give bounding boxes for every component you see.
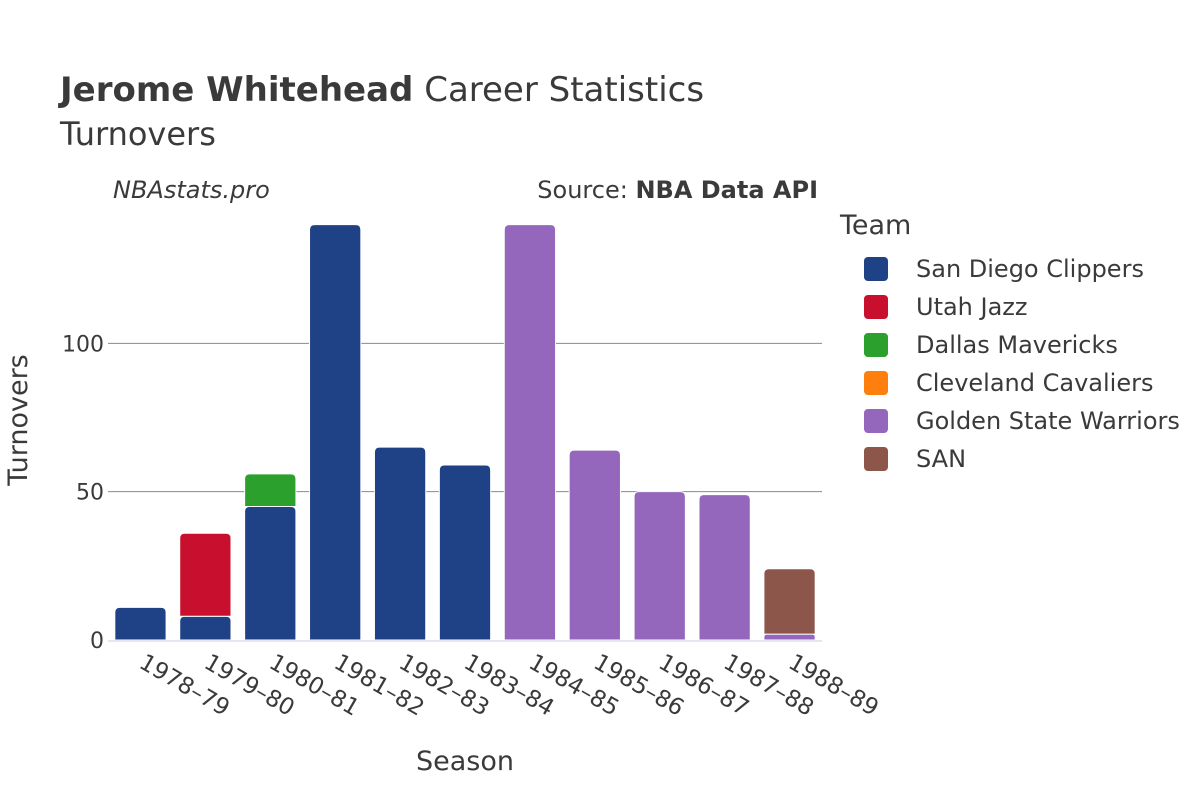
- chart-subtitle: Turnovers: [60, 115, 216, 153]
- bar-segment: [179, 615, 232, 641]
- legend-swatch: [864, 257, 888, 281]
- source-prefix: Source:: [537, 176, 636, 204]
- bar-segment: [114, 606, 167, 641]
- legend-swatch: [864, 371, 888, 395]
- legend-title: Team: [840, 210, 912, 241]
- legend-label: Golden State Warriors: [916, 407, 1180, 435]
- chart-title: Jerome Whitehead Career Statistics: [60, 68, 704, 112]
- y-tick-label: 0: [90, 629, 104, 654]
- y-tick-label: 100: [62, 332, 104, 357]
- bar-segment: [503, 224, 557, 641]
- legend-swatch: [864, 409, 888, 433]
- legend-label: Cleveland Cavaliers: [916, 369, 1154, 397]
- bar-segment: [568, 449, 621, 641]
- legend: San Diego Clippers Utah Jazz Dallas Maveri…: [864, 250, 1180, 478]
- source-name: NBA Data API: [635, 176, 818, 204]
- legend-item[interactable]: Dallas Mavericks: [864, 326, 1180, 364]
- legend-swatch: [864, 447, 888, 471]
- y-axis-title: Turnovers: [3, 354, 34, 487]
- bar-segment: [244, 506, 297, 641]
- source-note: Source: NBA Data API: [537, 176, 818, 204]
- bar-segment: [309, 224, 362, 641]
- bar-segment: [698, 494, 751, 641]
- bar-segment: [244, 473, 297, 507]
- legend-item[interactable]: Golden State Warriors: [864, 402, 1180, 440]
- legend-label: SAN: [916, 445, 967, 473]
- legend-swatch: [864, 295, 888, 319]
- legend-label: Utah Jazz: [916, 293, 1028, 321]
- legend-item[interactable]: Utah Jazz: [864, 288, 1180, 326]
- title-rest: Career Statistics: [413, 70, 705, 110]
- bar-segment: [179, 532, 232, 617]
- y-tick-label: 50: [76, 481, 104, 506]
- bar-segment: [373, 446, 427, 641]
- bar-segment: [438, 464, 492, 641]
- legend-item[interactable]: SAN: [864, 440, 1180, 478]
- legend-label: San Diego Clippers: [916, 255, 1144, 283]
- legend-item[interactable]: San Diego Clippers: [864, 250, 1180, 288]
- legend-item[interactable]: Cleveland Cavaliers: [864, 364, 1180, 402]
- bar-segment: [763, 633, 816, 641]
- bar-segment: [763, 568, 816, 635]
- x-axis-title: Season: [416, 746, 514, 777]
- legend-swatch: [864, 333, 888, 357]
- bar-segment: [633, 491, 686, 641]
- watermark: NBAstats.pro: [113, 176, 270, 204]
- legend-label: Dallas Mavericks: [916, 331, 1118, 359]
- title-player-name: Jerome Whitehead: [60, 70, 414, 110]
